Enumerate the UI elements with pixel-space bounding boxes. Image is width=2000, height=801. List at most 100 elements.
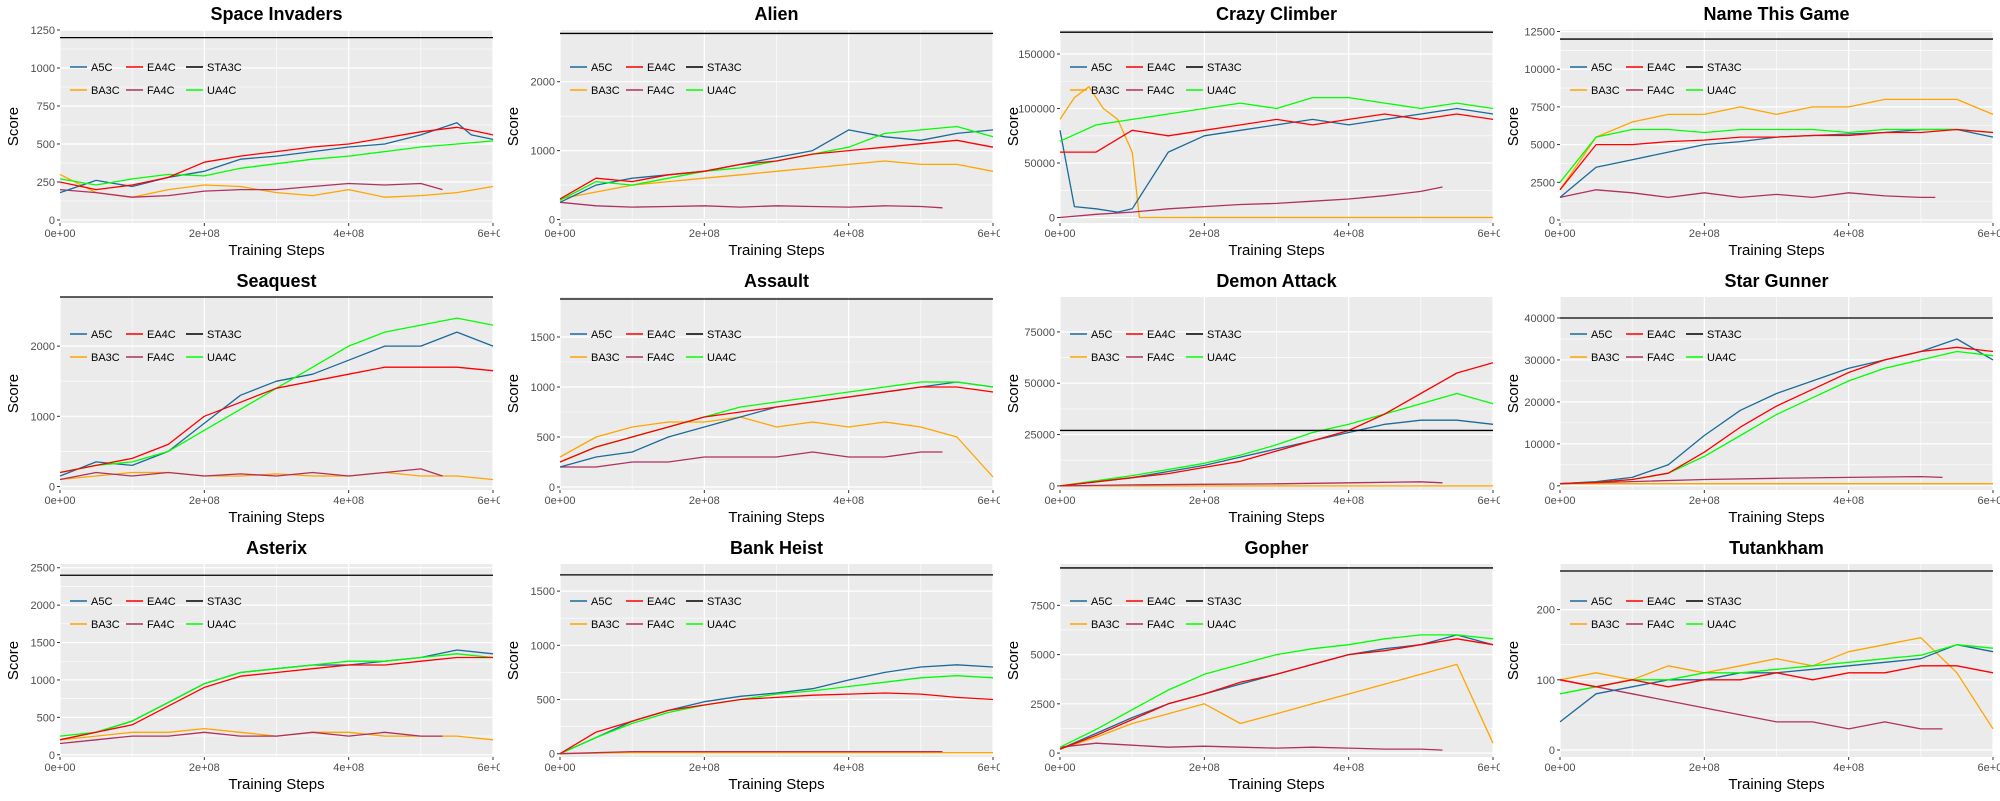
y-axis-label: Score <box>505 374 522 413</box>
series-line-ua4c <box>59 140 494 186</box>
legend-label-fa4c: FA4C <box>147 85 175 97</box>
legend-label-ba3c: BA3C <box>1591 619 1620 631</box>
y-tick-label: 0 <box>1049 213 1055 225</box>
chart-panel-asterix: 0e+00 2e+08 4e+08 6e+08 0 500 1000 1500 2000 2500… <box>0 534 500 801</box>
legend-label-ba3c: BA3C <box>1591 352 1620 364</box>
legend-label-ea4c: EA4C <box>147 329 176 341</box>
y-axis-label: Score <box>1005 107 1022 146</box>
x-tick-label: 2e+08 <box>1689 228 1720 240</box>
legend-label-ea4c: EA4C <box>147 62 176 74</box>
legend-label-a5c: A5C <box>91 62 112 74</box>
chart-title: Gopher <box>1244 538 1308 558</box>
chart-title: Tutankham <box>1729 538 1824 558</box>
legend-label-a5c: A5C <box>1591 596 1612 608</box>
x-tick-label: 4e+08 <box>1833 228 1864 240</box>
y-tick-label: 0 <box>549 749 555 761</box>
x-tick-label: 0e+00 <box>45 495 76 507</box>
x-tick-label: 2e+08 <box>689 762 720 774</box>
legend-label-ua4c: UA4C <box>1707 619 1736 631</box>
x-tick-label: 2e+08 <box>1689 762 1720 774</box>
y-tick-label: 0 <box>49 215 55 227</box>
y-tick-label: 1250 <box>31 25 55 37</box>
x-tick-label: 4e+08 <box>1333 228 1364 240</box>
y-axis-label: Score <box>1505 374 1522 413</box>
chart-title: Demon Attack <box>1216 271 1337 291</box>
x-tick-label: 6e+08 <box>978 495 1000 507</box>
series-line-fa4c <box>1059 186 1443 219</box>
series-line-fa4c <box>559 201 943 209</box>
x-tick-label: 4e+08 <box>1833 495 1864 507</box>
chart-panel-space-invaders: 0e+00 2e+08 4e+08 6e+08 0 250 500 750 1000 1250 A5… <box>0 0 500 267</box>
chart-panel-crazy-climber: 0e+00 2e+08 4e+08 6e+08 0 50000 100000 150000 A5… <box>1000 0 1500 267</box>
chart-title: Space Invaders <box>210 4 342 24</box>
chart-title: Star Gunner <box>1724 271 1828 291</box>
chart-svg: 0e+00 2e+08 4e+08 6e+08 0 25000 50000 75000 A5C E… <box>1005 271 1500 526</box>
y-tick-label: 7500 <box>1531 102 1555 114</box>
legend-label-ua4c: UA4C <box>1707 352 1736 364</box>
legend-label-ea4c: EA4C <box>1147 596 1176 608</box>
legend-label-sta3c: STA3C <box>1207 62 1242 74</box>
chart-title: Name This Game <box>1703 4 1849 24</box>
x-tick-label: 4e+08 <box>833 495 864 507</box>
series-line-ea4c <box>1559 346 1994 485</box>
legend-label-ua4c: UA4C <box>1207 619 1236 631</box>
chart-title: Assault <box>744 271 809 291</box>
x-axis-label: Training Steps <box>1228 242 1324 259</box>
series-line-fa4c <box>1559 679 1943 730</box>
series-line-ea4c <box>1059 362 1494 487</box>
x-tick-label: 6e+08 <box>1978 762 2000 774</box>
legend-label-fa4c: FA4C <box>647 85 675 97</box>
x-tick-label: 2e+08 <box>1689 495 1720 507</box>
x-tick-label: 6e+08 <box>1978 228 2000 240</box>
legend-label-sta3c: STA3C <box>207 329 242 341</box>
y-tick-label: 1000 <box>531 382 555 394</box>
x-axis-label: Training Steps <box>728 509 824 526</box>
legend-label-ea4c: EA4C <box>1147 329 1176 341</box>
y-tick-label: 20000 <box>1524 397 1555 409</box>
legend-label-ea4c: EA4C <box>147 596 176 608</box>
chart-svg: 0e+00 2e+08 4e+08 6e+08 0 500 1000 1500 2000 2500… <box>5 538 500 793</box>
legend-label-sta3c: STA3C <box>707 329 742 341</box>
y-tick-label: 0 <box>549 215 555 227</box>
legend-label-ba3c: BA3C <box>1091 619 1120 631</box>
y-tick-label: 2000 <box>531 77 555 89</box>
series-line-fa4c <box>1559 189 1936 199</box>
y-tick-label: 0 <box>49 481 55 493</box>
chart-svg: 0e+00 2e+08 4e+08 6e+08 0 2500 5000 7500 A5C EA4C… <box>1005 538 1500 793</box>
legend-label-a5c: A5C <box>91 329 112 341</box>
legend-label-ea4c: EA4C <box>647 329 676 341</box>
chart-svg: 0e+00 2e+08 4e+08 6e+08 0 2500 5000 7500 10000 12… <box>1505 4 2000 259</box>
y-tick-label: 1500 <box>531 332 555 344</box>
legend-label-ba3c: BA3C <box>91 352 120 364</box>
x-axis-label: Training Steps <box>1728 509 1824 526</box>
chart-title: Seaquest <box>236 271 316 291</box>
x-tick-label: 0e+00 <box>1545 228 1576 240</box>
y-tick-label: 50000 <box>1024 378 1055 390</box>
x-tick-label: 4e+08 <box>833 762 864 774</box>
legend-label-ba3c: BA3C <box>591 352 620 364</box>
y-tick-label: 1000 <box>31 63 55 75</box>
y-axis-label: Score <box>1005 374 1022 413</box>
legend-label-fa4c: FA4C <box>1647 619 1675 631</box>
series-line-ua4c <box>1059 96 1494 142</box>
legend-label-fa4c: FA4C <box>1647 352 1675 364</box>
series-line-ea4c <box>1060 113 1494 153</box>
legend-label-sta3c: STA3C <box>1707 62 1742 74</box>
y-tick-label: 2500 <box>1031 699 1055 711</box>
y-tick-label: 2500 <box>31 563 55 575</box>
legend-label-ba3c: BA3C <box>591 619 620 631</box>
legend-label-ua4c: UA4C <box>207 352 236 364</box>
legend-label-ea4c: EA4C <box>1647 596 1676 608</box>
y-tick-label: 1500 <box>31 638 55 650</box>
legend-label-fa4c: FA4C <box>1147 85 1175 97</box>
legend-label-ua4c: UA4C <box>707 619 736 631</box>
legend: A5C EA4C STA3C BA3C FA4C UA4C <box>70 596 242 631</box>
legend-label-ba3c: BA3C <box>91 619 120 631</box>
y-tick-label: 5000 <box>1031 650 1055 662</box>
legend-label-sta3c: STA3C <box>1207 596 1242 608</box>
chart-panel-star-gunner: 0e+00 2e+08 4e+08 6e+08 0 10000 20000 30000 4000… <box>1500 267 2000 534</box>
legend: A5C EA4C STA3C BA3C FA4C UA4C <box>570 596 742 631</box>
legend-label-sta3c: STA3C <box>207 596 242 608</box>
series-line-ea4c <box>559 139 994 200</box>
x-tick-label: 4e+08 <box>333 228 364 240</box>
